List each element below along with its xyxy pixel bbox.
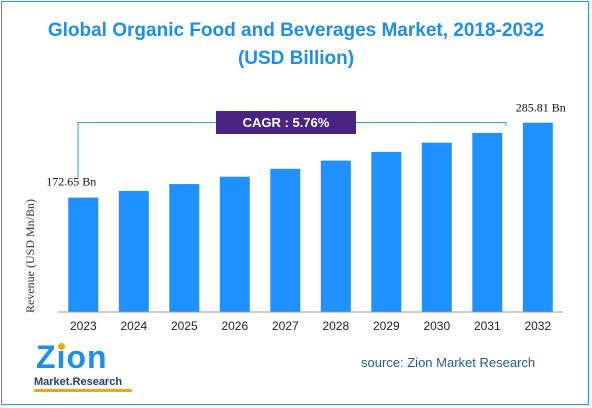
leader-line-right [356, 122, 507, 126]
zion-logo: Zion Market.Research [26, 340, 136, 396]
y-axis-label: Revenue (USD Mn/Bn) [23, 199, 37, 313]
x-tick-label: 2029 [373, 319, 400, 333]
x-tick-label: 2024 [120, 319, 147, 333]
bar-2026 [219, 176, 250, 312]
source-note: source: Zion Market Research [361, 355, 536, 370]
cagr-label: CAGR : 5.76% [243, 115, 330, 130]
bar-2031 [472, 132, 503, 312]
bar-2032 [522, 122, 553, 312]
bar-2025 [169, 184, 200, 312]
bar-2027 [270, 168, 301, 312]
logo-swoosh-icon [34, 389, 132, 392]
chart-title: Global Organic Food and Beverages Market… [47, 20, 545, 41]
bar-2028 [320, 160, 351, 312]
x-tick-label: 2028 [322, 319, 349, 333]
leader-line-left [77, 122, 216, 178]
value-label: 172.65 Bn [46, 175, 96, 189]
bar-2024 [118, 191, 149, 312]
logo-subtitle: Market.Research [34, 376, 123, 388]
bar-2030 [421, 142, 452, 312]
bar-2029 [371, 151, 402, 312]
x-tick-label: 2025 [171, 319, 198, 333]
logo-dot-icon [58, 343, 65, 350]
cagr-box [216, 111, 356, 134]
x-tick-label: 2030 [423, 319, 450, 333]
value-label: 285.81 Bn [516, 101, 566, 115]
cagr-annotation: CAGR : 5.76% [216, 111, 356, 134]
x-tick-label: 2027 [272, 319, 299, 333]
bar-2023 [68, 197, 99, 312]
x-tick-label: 2023 [70, 319, 97, 333]
x-tick-label: 2031 [474, 319, 501, 333]
logo-wordmark: Zion [36, 339, 108, 375]
chart-subtitle: (USD Billion) [237, 48, 355, 69]
x-tick-label: 2026 [221, 319, 248, 333]
x-tick-label: 2032 [524, 319, 551, 333]
